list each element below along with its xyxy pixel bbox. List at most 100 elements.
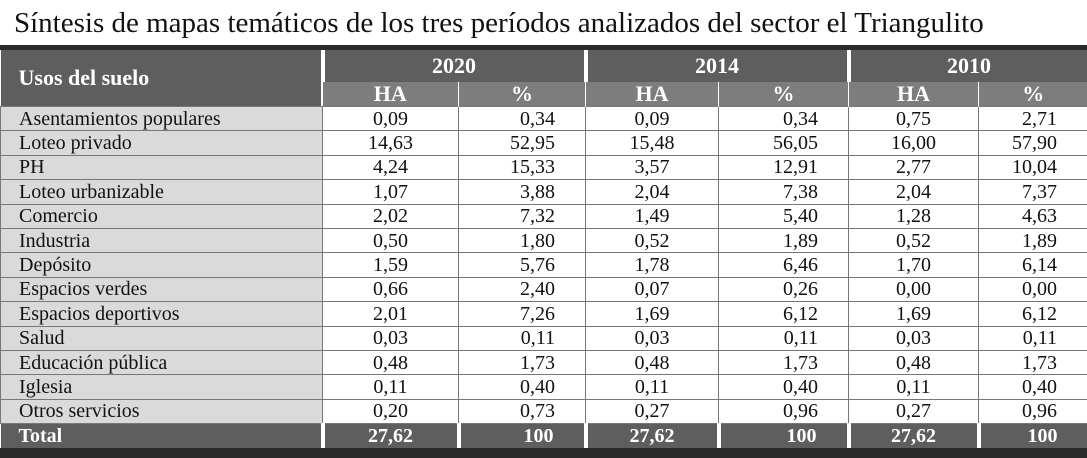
- row-label: PH: [0, 154, 323, 181]
- data-cell: 10,04: [978, 154, 1087, 181]
- data-cell: 2,04: [848, 179, 979, 205]
- data-cell: 2,01: [322, 301, 459, 327]
- total-cell: 100: [456, 423, 586, 449]
- data-row: Salud 0,03 0,11 0,03 0,11 0,03 0,11: [0, 325, 1087, 351]
- row-label: Educación pública: [0, 349, 323, 376]
- data-cell: 2,02: [322, 203, 459, 229]
- data-cell: 0,48: [585, 349, 719, 376]
- data-cell: 0,66: [322, 276, 459, 303]
- data-row: Industria 0,50 1,80 0,52 1,89 0,52 1,89: [0, 227, 1087, 254]
- data-cell: 0,00: [848, 276, 979, 303]
- data-cell: 7,38: [718, 179, 849, 205]
- data-cell: 3,88: [458, 179, 586, 205]
- data-cell: 0,48: [322, 349, 459, 376]
- data-cell: 1,73: [718, 349, 849, 376]
- header-cell: Usos del suelo: [0, 50, 323, 107]
- total-cell: 100: [976, 423, 1087, 449]
- row-label: Loteo privado: [0, 130, 323, 156]
- data-row: Espacios deportivos 2,01 7,26 1,69 6,12 1,69 6…: [0, 301, 1087, 327]
- header-cell: 2014: [583, 50, 849, 82]
- data-cell: 1,07: [322, 179, 459, 205]
- data-cell: 0,96: [718, 398, 849, 425]
- header-row: Usos del suelo 2020 2014 2010: [0, 50, 1087, 107]
- data-cell: 1,28: [848, 203, 979, 229]
- subheader-cell: HA: [322, 82, 459, 107]
- total-cell: 100: [716, 423, 849, 449]
- data-cell: 0,11: [718, 325, 849, 351]
- data-cell: 1,70: [848, 252, 979, 278]
- data-cell: 7,37: [978, 179, 1087, 205]
- subheader-cell: %: [978, 82, 1087, 107]
- data-cell: 0,73: [458, 398, 586, 425]
- data-row: Loteo urbanizable 1,07 3,88 2,04 7,38 2,04 7,3…: [0, 179, 1087, 205]
- data-cell: 16,00: [848, 130, 979, 156]
- total-cell: 27,62: [846, 423, 979, 449]
- data-cell: 0,09: [322, 105, 459, 132]
- data-cell: 0,52: [848, 227, 979, 254]
- data-cell: 0,11: [978, 325, 1087, 351]
- subheader-cell: HA: [848, 82, 979, 107]
- data-cell: 6,14: [978, 252, 1087, 278]
- data-cell: 0,34: [458, 105, 586, 132]
- data-cell: 1,59: [322, 252, 459, 278]
- data-row: Loteo privado 14,63 52,95 15,48 56,05 16,00 57…: [0, 130, 1087, 156]
- data-row: Otros servicios 0,20 0,73 0,27 0,96 0,27 0,96: [0, 398, 1087, 425]
- total-cell: 27,62: [583, 423, 719, 449]
- title: Síntesis de mapas temáticos de los tres …: [0, 0, 1087, 50]
- subheader-cell: HA: [585, 82, 719, 107]
- table: Usos del suelo 2020 2014 2010 HA% HA% HA% Asent…: [0, 50, 1087, 449]
- data-cell: 5,76: [458, 252, 586, 278]
- data-cell: 0,40: [978, 374, 1087, 400]
- data-cell: 0,27: [585, 398, 719, 425]
- data-cell: 0,40: [458, 374, 586, 400]
- data-cell: 12,91: [718, 154, 849, 181]
- data-cell: 1,80: [458, 227, 586, 254]
- total-row: Total 27,62 100 27,62 100 27,62 100: [0, 423, 1087, 449]
- row-label: Depósito: [0, 252, 323, 278]
- data-row: Espacios verdes 0,66 2,40 0,07 0,26 0,00 0,00: [0, 276, 1087, 303]
- data-cell: 15,48: [585, 130, 719, 156]
- data-cell: 0,26: [718, 276, 849, 303]
- header-cell: 2010: [846, 50, 1087, 82]
- data-cell: 0,03: [848, 325, 979, 351]
- subheader-cell: %: [458, 82, 586, 107]
- data-cell: 2,40: [458, 276, 586, 303]
- data-cell: 0,96: [978, 398, 1087, 425]
- data-cell: 14,63: [322, 130, 459, 156]
- data-cell: 6,46: [718, 252, 849, 278]
- data-cell: 1,73: [458, 349, 586, 376]
- data-cell: 2,71: [978, 105, 1087, 132]
- total-label: Total: [0, 423, 323, 449]
- header-cell: 2020: [320, 50, 586, 82]
- data-row: Educación pública 0,48 1,73 0,48 1,73 0,48 1,7…: [0, 349, 1087, 376]
- data-cell: 57,90: [978, 130, 1087, 156]
- data-cell: 0,20: [322, 398, 459, 425]
- data-cell: 7,32: [458, 203, 586, 229]
- subheader-cell: %: [718, 82, 849, 107]
- data-cell: 4,63: [978, 203, 1087, 229]
- data-cell: 1,89: [978, 227, 1087, 254]
- data-cell: 6,12: [718, 301, 849, 327]
- data-cell: 0,11: [848, 374, 979, 400]
- data-cell: 6,12: [978, 301, 1087, 327]
- data-cell: 0,09: [585, 105, 719, 132]
- data-cell: 1,69: [848, 301, 979, 327]
- row-label: Comercio: [0, 203, 323, 229]
- row-label: Asentamientos populares: [0, 105, 323, 132]
- data-row: Depósito 1,59 5,76 1,78 6,46 1,70 6,14: [0, 252, 1087, 278]
- data-cell: 0,03: [322, 325, 459, 351]
- data-cell: 0,11: [322, 374, 459, 400]
- data-cell: 4,24: [322, 154, 459, 181]
- data-cell: 0,00: [978, 276, 1087, 303]
- data-cell: 0,27: [848, 398, 979, 425]
- data-cell: 1,89: [718, 227, 849, 254]
- data-cell: 0,11: [585, 374, 719, 400]
- data-cell: 0,48: [848, 349, 979, 376]
- data-cell: 0,52: [585, 227, 719, 254]
- row-label: Otros servicios: [0, 398, 323, 425]
- row-label: Iglesia: [0, 374, 323, 400]
- row-label: Industria: [0, 227, 323, 254]
- data-cell: 15,33: [458, 154, 586, 181]
- data-cell: 56,05: [718, 130, 849, 156]
